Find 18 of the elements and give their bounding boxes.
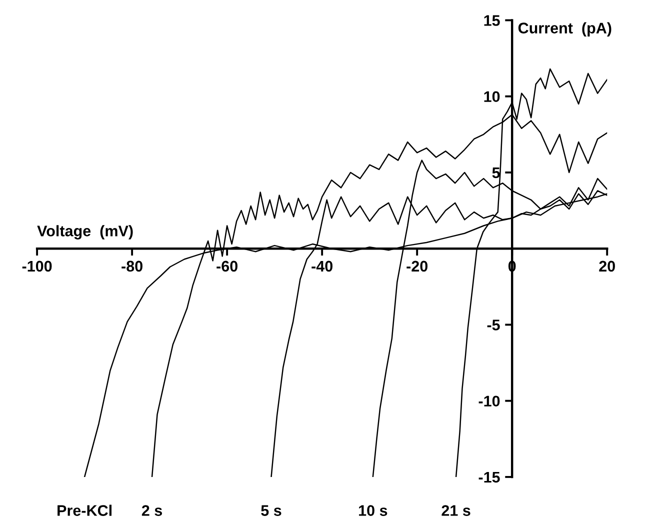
y-axis-title: Current (pA) [518,22,612,36]
text: 10 s [359,505,388,516]
x-tick-label: -100 [22,260,52,272]
text: 21 s [442,505,470,516]
y-tick-label: 15 [484,15,500,26]
x-tick-label: -40 [312,260,332,272]
y-tick-label: 10 [484,91,500,102]
y-tick-label: -10 [478,396,500,407]
x-tick-label: 20 [599,260,615,272]
y-tick-label: -5 [487,320,500,330]
x-tick-label: -20 [406,260,428,272]
text: Pre-KCl [58,504,112,516]
series-label: 2 s [142,505,162,516]
x-axis-title: Voltage (mV) [37,225,133,240]
x-tick-label: -60 [216,260,238,272]
x-tick-label: -80 [122,260,142,272]
y-tick-label: -15 [478,472,500,483]
series-label: 5 s [261,505,282,516]
